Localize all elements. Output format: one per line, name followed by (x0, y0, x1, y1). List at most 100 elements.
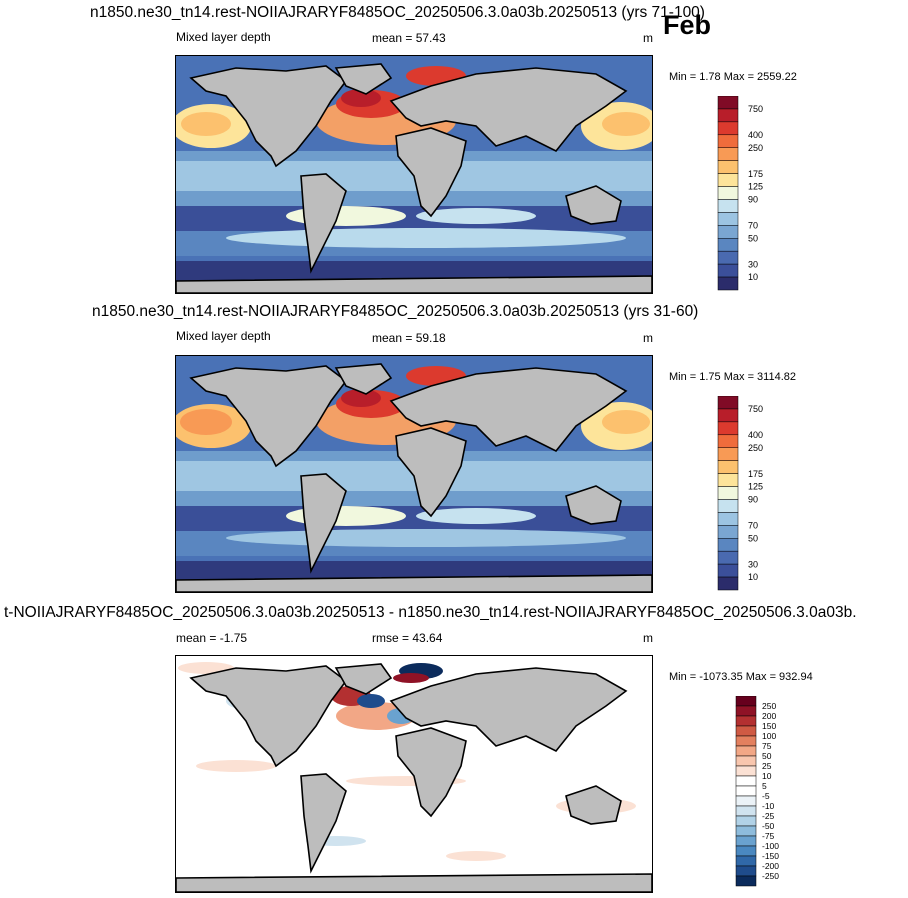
panel1-colorbar-swatch (717, 186, 739, 200)
panel2-colorbar-swatch (717, 473, 739, 487)
panel1-colorbar-label: 175 (748, 169, 763, 179)
panel1-colorbar-swatch (717, 108, 739, 123)
panel2-colorbar: 750 400 250 175 125 90 70 50 30 10 (717, 396, 763, 591)
panel3-colorbar-label: -250 (762, 871, 779, 881)
panel3-colorbar-swatch (735, 795, 757, 807)
panel3-rmse-label: rmse = 43.64 (372, 631, 443, 645)
panel3-colorbar-swatch (735, 735, 757, 747)
panel1-colorbar-swatch (717, 238, 739, 252)
panel3-colorbar-swatch (735, 785, 757, 797)
panel2-map (175, 355, 653, 593)
panel1-colorbar-label: 125 (748, 182, 763, 192)
panel1-colorbar-swatch (717, 160, 739, 174)
panel2-colorbar-swatch (717, 421, 739, 436)
panel3-map-field (176, 656, 652, 892)
panel1-title: n1850.ne30_tn14.rest-NOIIAJRARYF8485OC_2… (90, 4, 705, 21)
panel3-mean-label: mean = -1.75 (176, 631, 248, 645)
panel2-colorbar-swatch (717, 434, 739, 448)
panel3-colorbar-label: -75 (762, 831, 775, 841)
panel2-minmax: Min = 1.75 Max = 3114.82 (669, 371, 796, 383)
panel1-colorbar-swatch (717, 134, 739, 148)
month-label: Feb (663, 10, 712, 40)
panel3-colorbar-label: -200 (762, 861, 779, 871)
panel3-colorbar-swatch (735, 845, 757, 857)
panel2-colorbar-label: 175 (748, 469, 763, 479)
panel2-colorbar-label: 750 (748, 404, 763, 414)
panel3-colorbar-label: 50 (762, 751, 772, 761)
panel1-colorbar-swatch (717, 263, 739, 278)
panel1-colorbar-label: 10 (748, 272, 758, 282)
panel1-colorbar-label: 70 (748, 220, 758, 230)
panel3-colorbar: 250200150100755025105-5-10-25-50-75-100-… (735, 696, 779, 887)
panel3-colorbar-label: 5 (762, 781, 767, 791)
panel1-colorbar-swatch (717, 199, 739, 213)
panel2-colorbar-swatch (717, 486, 739, 500)
panel3-colorbar-label: -5 (762, 791, 770, 801)
panel1-colorbar-swatch (717, 96, 739, 110)
panel1-colorbar-swatch (717, 147, 739, 161)
panel2-colorbar-label: 400 (748, 430, 763, 440)
panel1-colorbar-label: 250 (748, 143, 763, 153)
panel3-colorbar-label: 100 (762, 731, 776, 741)
panel1-variable-label: Mixed layer depth (176, 30, 271, 44)
panel3-colorbar-swatch (735, 765, 757, 777)
panel1-colorbar-swatch (717, 225, 739, 239)
panel3-colorbar-swatch (735, 855, 757, 867)
panel1-minmax: Min = 1.78 Max = 2559.22 (669, 71, 797, 83)
panel2-colorbar-swatch (717, 563, 739, 578)
panel3-colorbar-swatch (735, 705, 757, 717)
panel1-colorbar-swatch (717, 121, 739, 136)
panel3-colorbar-label: -150 (762, 851, 779, 861)
panel1-colorbar-swatch (717, 173, 739, 187)
panel2-land (176, 363, 652, 592)
panel3-colorbar-swatch (735, 715, 757, 727)
panel3-colorbar-swatch (735, 745, 757, 757)
panel1-colorbar-swatch (717, 250, 739, 265)
panel3-title: t-NOIIAJRARYF8485OC_20250506.3.0a03b.202… (4, 604, 857, 621)
panel1-colorbar: 750 400 250 175 125 90 70 50 30 10 (717, 96, 763, 291)
panel1-units: m (643, 31, 653, 45)
panel3-colorbar-label: 25 (762, 761, 772, 771)
panel3-colorbar-label: -100 (762, 841, 779, 851)
panel2-colorbar-swatch (717, 460, 739, 474)
panel2-colorbar-label: 30 (748, 559, 758, 569)
panel2-colorbar-swatch (717, 408, 739, 423)
panel2-colorbar-label: 10 (748, 572, 758, 582)
panel1-colorbar-label: 30 (748, 259, 758, 269)
panel2-colorbar-swatch (717, 512, 739, 526)
panel3-map (175, 655, 653, 893)
panel2-colorbar-label: 50 (748, 533, 758, 543)
panel3-colorbar-label: -50 (762, 821, 775, 831)
panel3-colorbar-swatch (735, 825, 757, 837)
panel3-colorbar-label: 10 (762, 771, 772, 781)
panel1-land (176, 63, 652, 293)
panel1-map-field (176, 56, 652, 293)
panel3-units: m (643, 631, 653, 645)
panel2-colorbar-swatch (717, 447, 739, 461)
panel1-mean-label: mean = 57.43 (372, 31, 446, 45)
panel2-colorbar-swatch (717, 525, 739, 539)
panel1-colorbar-label: 90 (748, 195, 758, 205)
panel2-title: n1850.ne30_tn14.rest-NOIIAJRARYF8485OC_2… (92, 303, 699, 320)
panel1-colorbar-label: 750 (748, 104, 763, 114)
panel3-land (176, 663, 652, 892)
panel3-colorbar-label: -10 (762, 801, 775, 811)
panel2-map-field (176, 356, 652, 592)
panel2-colorbar-label: 70 (748, 520, 758, 530)
panel2-mean-label: mean = 59.18 (372, 331, 446, 345)
panel3-colorbar-swatch (735, 725, 757, 737)
panel3-minmax: Min = -1073.35 Max = 932.94 (669, 671, 813, 683)
panel3-colorbar-label: 200 (762, 711, 776, 721)
panel2-colorbar-label: 125 (748, 482, 763, 492)
panel2-colorbar-swatch (717, 538, 739, 552)
panel2-colorbar-label: 90 (748, 495, 758, 505)
panel3-colorbar-swatch (735, 775, 757, 787)
panel3-colorbar-swatch (735, 815, 757, 827)
panel3-colorbar-label: 150 (762, 721, 776, 731)
panel3-colorbar-swatch (735, 865, 757, 877)
panel2-colorbar-label: 250 (748, 443, 763, 453)
panel3-colorbar-swatch (735, 755, 757, 767)
panel1-colorbar-label: 400 (748, 130, 763, 140)
panel3-colorbar-label: 250 (762, 701, 776, 711)
panel2-colorbar-swatch (717, 499, 739, 513)
